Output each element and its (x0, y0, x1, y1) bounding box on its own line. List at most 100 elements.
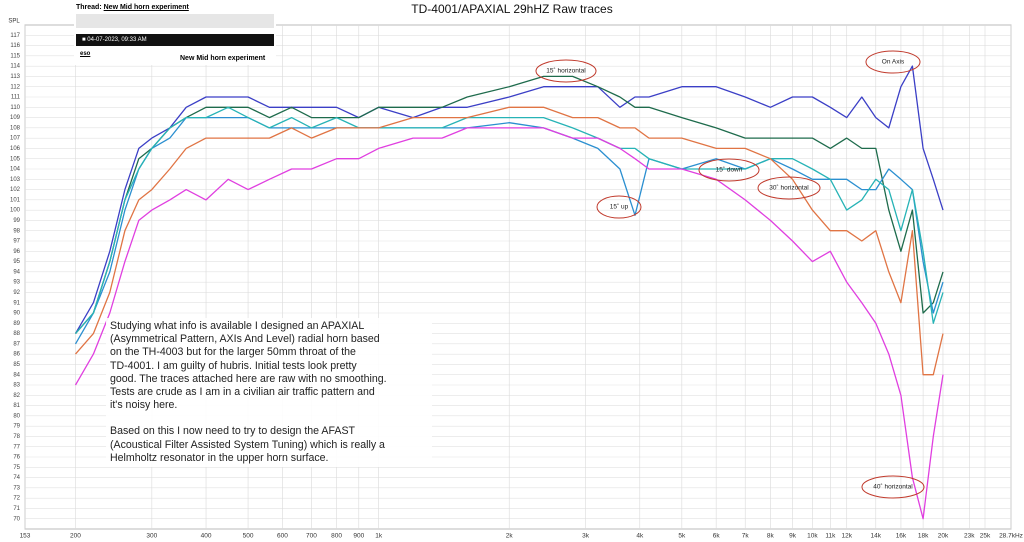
callout-label: 30˚ horizontal (769, 184, 809, 192)
post-date-bar: ■ 04-07-2023, 09:33 AM (76, 34, 274, 46)
y-tick-label: 109 (10, 115, 21, 121)
y-tick-label: 85 (13, 362, 20, 368)
paragraph-gap (110, 412, 428, 425)
callout-oval (698, 158, 760, 182)
y-tick-label: 99 (13, 218, 20, 224)
x-tick-label: 400 (201, 533, 212, 540)
y-tick-label: 87 (13, 341, 20, 347)
callout-label: On Axis (882, 59, 905, 66)
callout-label: 15˚ up (610, 203, 629, 211)
y-tick-label: 86 (13, 352, 20, 358)
y-tick-label: 79 (13, 424, 20, 430)
callout-label: 15˚ horizontal (546, 67, 586, 75)
y-tick-label: 106 (10, 146, 21, 152)
y-tick-label: 93 (13, 280, 20, 286)
trace-line (75, 106, 944, 376)
x-tick-label: 5k (678, 533, 686, 540)
x-tick-label: 800 (331, 533, 342, 540)
y-tick-label: 105 (10, 156, 21, 162)
y-tick-label: 108 (10, 125, 21, 131)
y-tick-label: 115 (10, 53, 20, 59)
y-tick-label: 107 (10, 136, 21, 142)
x-tick-label: 10k (807, 533, 818, 540)
x-tick-label: 600 (277, 533, 288, 540)
text-line: it's noisy here. (110, 399, 178, 412)
y-tick-label: 76 (13, 455, 20, 461)
y-tick-label: 98 (13, 228, 20, 234)
callout-oval (757, 176, 821, 200)
y-tick-label: 104 (10, 167, 21, 173)
post-text: Studying what info is available I design… (106, 318, 432, 468)
x-tick-label: 20k (938, 533, 949, 540)
y-tick-label: 116 (10, 43, 20, 49)
callout-label: 15˚ down (716, 166, 743, 174)
text-line: (Asymmetrical Pattern, AXIs And Level) r… (110, 333, 380, 346)
y-tick-label: 75 (13, 465, 20, 471)
callout-oval (865, 50, 921, 74)
y-tick-label: 92 (13, 290, 20, 296)
text-line: Tests are crude as I am in a civilian ai… (110, 386, 375, 399)
y-tick-label: 96 (13, 249, 20, 255)
x-tick-label: 500 (243, 533, 254, 540)
y-tick-label: 88 (13, 331, 20, 337)
x-tick-label: 900 (353, 533, 364, 540)
x-tick-label: 2k (506, 533, 514, 540)
x-tick-label: 25k (980, 533, 991, 540)
y-tick-label: 83 (13, 383, 20, 389)
y-tick-label: 80 (13, 413, 20, 419)
callout-oval (596, 195, 642, 219)
thread-title[interactable]: New Mid horn experiment (103, 4, 189, 11)
text-line: Helmholtz resonator in the upper horn su… (110, 451, 329, 464)
text-line: TD-4001. I am guilty of hubris. Initial … (110, 359, 357, 372)
username[interactable]: eso (80, 51, 91, 57)
thread-line: Thread: New Mid horn experiment (76, 4, 189, 11)
chart-title: TD-4001/APAXIAL 29hHZ Raw traces (411, 2, 612, 16)
x-tick-label: 11k (825, 533, 836, 540)
x-tick-label: 14k (871, 533, 882, 540)
x-tick-label: 16k (896, 533, 907, 540)
y-tick-label: 101 (10, 197, 21, 203)
x-tick-label: 153 (20, 533, 31, 540)
x-tick-label: 4k (636, 533, 644, 540)
y-tick-label: 102 (10, 187, 21, 193)
y-tick-label: 74 (13, 475, 20, 481)
y-tick-label: 103 (10, 177, 21, 183)
x-tick-label: 700 (306, 533, 317, 540)
y-tick-label: 70 (13, 516, 20, 522)
y-axis-label: SPL (8, 19, 20, 25)
y-tick-label: 82 (13, 393, 20, 399)
y-tick-label: 77 (13, 444, 20, 450)
y-tick-label: 90 (13, 311, 20, 317)
callout-oval (535, 59, 597, 83)
x-tick-label: 12k (841, 533, 852, 540)
thread-header: Thread: New Mid horn experiment ■ 04-07-… (74, 0, 276, 65)
y-tick-label: 95 (13, 259, 20, 265)
thread-label: Thread: (76, 4, 102, 11)
y-tick-label: 97 (13, 239, 20, 245)
gray-bar (76, 14, 274, 28)
y-tick-label: 91 (13, 300, 20, 306)
y-tick-label: 71 (13, 506, 20, 512)
y-tick-label: 78 (13, 434, 20, 440)
post-date: 04-07-2023, 09:33 AM (87, 37, 147, 43)
x-tick-label: 28.7kHz (999, 533, 1023, 540)
x-tick-label: 6k (713, 533, 721, 540)
x-tick-label: 9k (789, 533, 797, 540)
x-tick-label: 23k (964, 533, 975, 540)
y-tick-label: 111 (11, 95, 21, 101)
post-title: New Mid horn experiment (180, 55, 266, 62)
trace-line (74, 127, 944, 520)
text-line: Based on this I now need to try to desig… (110, 425, 355, 438)
y-tick-label: 100 (10, 208, 21, 214)
x-tick-label: 1k (375, 533, 383, 540)
y-tick-label: 89 (13, 321, 20, 327)
text-line: good. The traces attached here are raw w… (110, 372, 387, 385)
x-tick-label: 3k (582, 533, 590, 540)
y-tick-label: 113 (10, 74, 20, 80)
y-tick-label: 94 (13, 269, 20, 275)
x-tick-label: 200 (70, 533, 81, 540)
text-line: on the TH-4003 but for the larger 50mm t… (110, 346, 356, 359)
trace-line (75, 106, 944, 335)
x-tick-label: 18k (918, 533, 929, 540)
